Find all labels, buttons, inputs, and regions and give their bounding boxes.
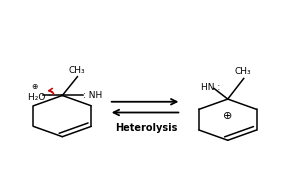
Text: ⊕: ⊕	[31, 82, 38, 91]
Text: ⊕: ⊕	[223, 111, 232, 121]
Text: CH₃: CH₃	[235, 67, 251, 76]
FancyArrowPatch shape	[49, 88, 54, 94]
Text: H₂O :: H₂O :	[28, 93, 52, 102]
Text: HN :: HN :	[201, 83, 220, 92]
Text: CH₃: CH₃	[68, 66, 85, 74]
Text: : NH: : NH	[83, 91, 102, 100]
Text: Heterolysis: Heterolysis	[115, 123, 178, 133]
